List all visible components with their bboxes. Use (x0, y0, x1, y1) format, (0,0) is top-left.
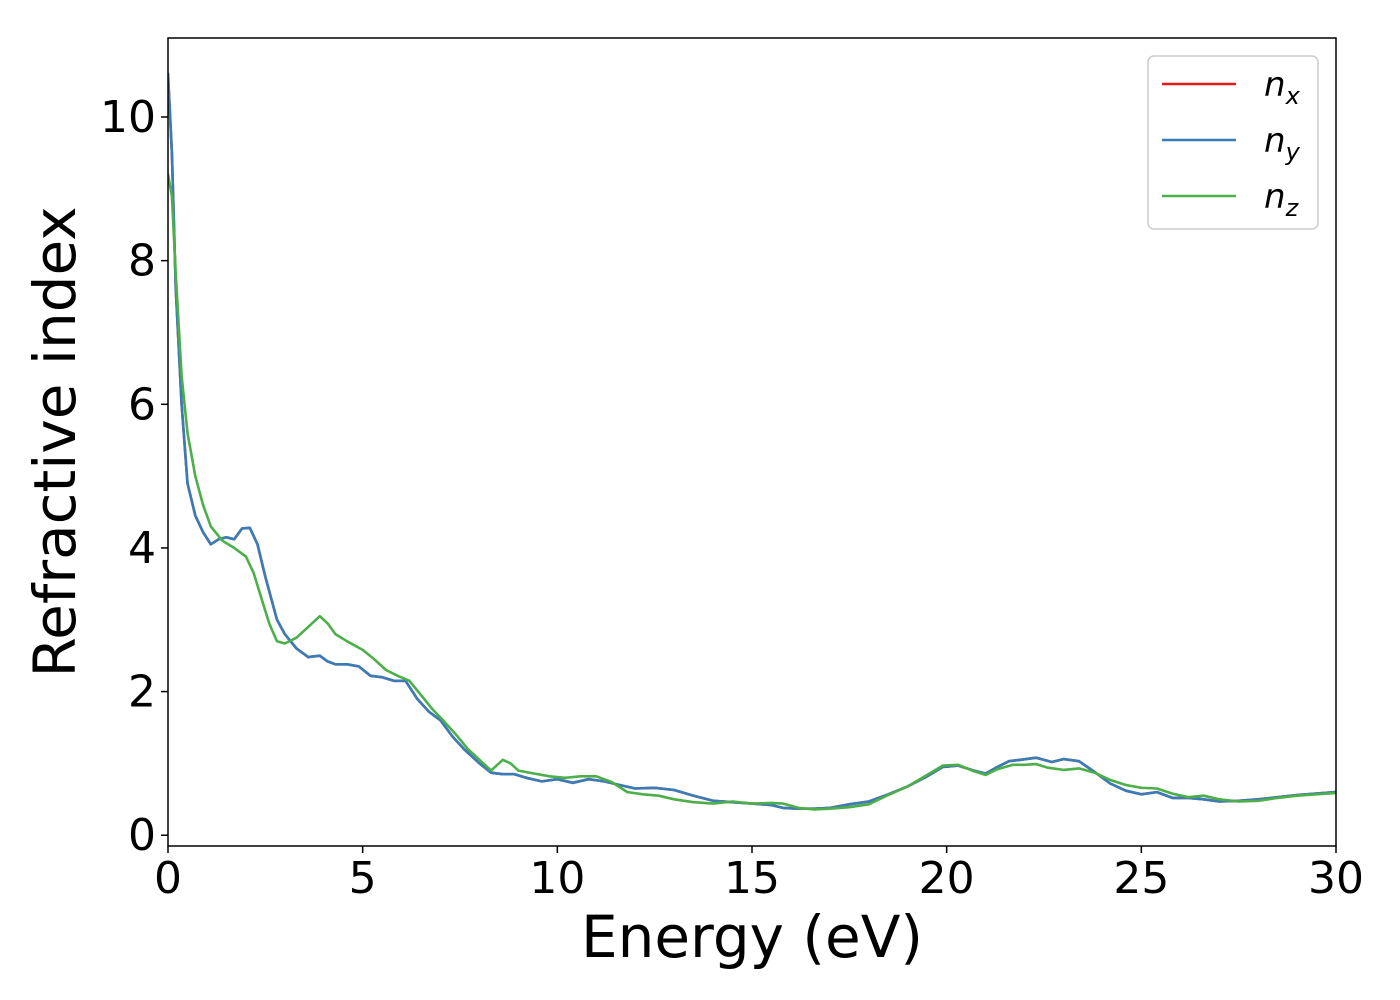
x-tick-label: 5 (349, 853, 377, 904)
y-axis: 0 2 4 6 8 10 (100, 92, 168, 861)
x-tick-label: 0 (154, 853, 182, 904)
y-tick-label: 0 (128, 810, 156, 861)
series-line-nz (168, 173, 1336, 811)
legend-label-ny: ny (1264, 121, 1301, 166)
x-tick-label: 30 (1308, 853, 1364, 904)
x-tick-label: 15 (724, 853, 780, 904)
y-tick-label: 2 (128, 667, 156, 718)
legend-label-nz: nz (1264, 177, 1300, 222)
y-tick-label: 6 (128, 379, 156, 430)
y-axis-title: Refractive index (21, 206, 89, 677)
x-tick-label: 10 (529, 853, 585, 904)
y-tick-label: 8 (128, 236, 156, 287)
series-layer (168, 72, 1336, 811)
x-axis: 0 5 10 15 20 25 30 (154, 846, 1364, 904)
legend: nx ny nz (1147, 55, 1319, 230)
legend-box (1147, 55, 1319, 230)
plot-area (168, 72, 1336, 811)
x-axis-title: Energy (eV) (581, 903, 923, 971)
x-tick-label: 25 (1113, 853, 1169, 904)
y-tick-label: 4 (128, 523, 156, 574)
legend-label-nx: nx (1264, 65, 1301, 110)
x-tick-label: 20 (919, 853, 975, 904)
series-line-ny (168, 72, 1336, 811)
y-tick-label: 10 (100, 92, 156, 143)
